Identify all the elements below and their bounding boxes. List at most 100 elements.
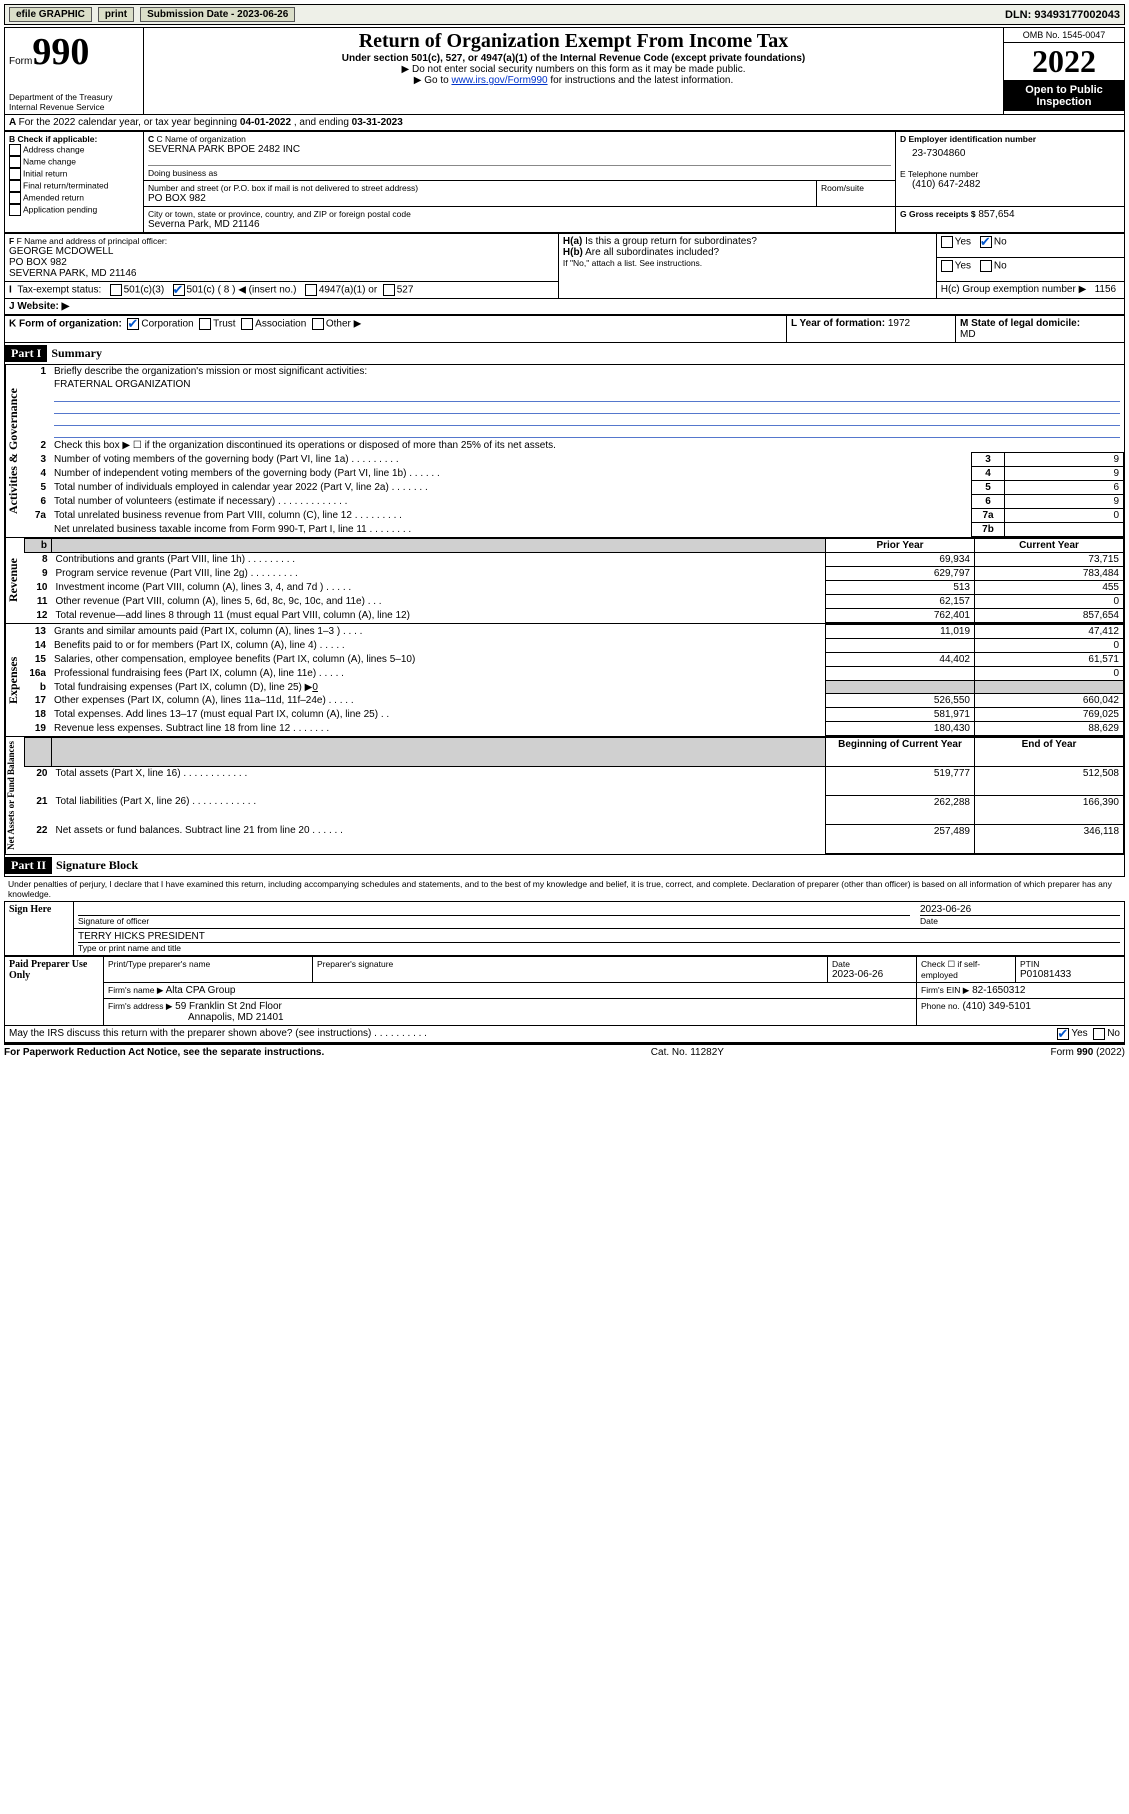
- chk-ha-no[interactable]: [980, 236, 992, 248]
- print-button[interactable]: print: [98, 7, 134, 22]
- firm-phone: (410) 349-5101: [963, 1001, 1031, 1012]
- discuss-row: May the IRS discuss this return with the…: [4, 1026, 1125, 1043]
- penalty-statement: Under penalties of perjury, I declare th…: [4, 877, 1125, 901]
- officer-name: GEORGE MCDOWELL: [9, 246, 554, 257]
- officer-block: F F Name and address of principal office…: [4, 233, 1125, 315]
- l5-val: 6: [1005, 481, 1124, 495]
- page-footer: For Paperwork Reduction Act Notice, see …: [4, 1047, 1125, 1058]
- open-inspection: Open to Public Inspection: [1004, 81, 1124, 111]
- l3-val: 9: [1005, 453, 1124, 467]
- identity-block: B Check if applicable: Address change Na…: [4, 131, 1125, 233]
- chk-address-change[interactable]: [9, 144, 21, 156]
- chk-corp[interactable]: [127, 318, 139, 330]
- box-c-label: C C Name of organization: [148, 134, 891, 144]
- form-title: Return of Organization Exempt From Incom…: [148, 30, 999, 53]
- governance-section: Activities & Governance 1Briefly describ…: [4, 365, 1125, 538]
- ptin: P01081433: [1020, 969, 1120, 980]
- form-number: 990: [32, 31, 89, 73]
- preparer-block: Paid Preparer Use Only Print/Type prepar…: [4, 956, 1125, 1026]
- ha-question: H(a) Is this a group return for subordin…: [563, 236, 932, 247]
- chk-initial-return[interactable]: [9, 168, 21, 180]
- box-b-label: B Check if applicable:: [9, 134, 139, 144]
- part-i-header: Part ISummary: [4, 343, 1125, 365]
- ein: 23-7304860: [912, 148, 1120, 159]
- chk-discuss-no[interactable]: [1093, 1028, 1105, 1040]
- chk-ha-yes[interactable]: [941, 236, 953, 248]
- firm-addr2: Annapolis, MD 21401: [188, 1012, 284, 1023]
- form-label: Form: [9, 56, 32, 67]
- chk-hb-no[interactable]: [980, 260, 992, 272]
- expenses-label: Expenses: [5, 624, 24, 736]
- submission-date: Submission Date - 2023-06-26: [140, 7, 295, 22]
- chk-other[interactable]: [312, 318, 324, 330]
- telephone: (410) 647-2482: [912, 179, 1120, 190]
- netassets-label: Net Assets or Fund Balances: [5, 737, 24, 854]
- box-f-label: F F Name and address of principal office…: [9, 236, 554, 246]
- sign-here-label: Sign Here: [5, 901, 74, 955]
- chk-final-return[interactable]: [9, 180, 21, 192]
- chk-501c3[interactable]: [110, 284, 122, 296]
- revenue-label: Revenue: [5, 538, 24, 623]
- org-name: SEVERNA PARK BPOE 2482 INC: [148, 144, 891, 155]
- addr-label: Number and street (or P.O. box if mail i…: [148, 183, 812, 193]
- instr-2: ▶ Go to www.irs.gov/Form990 for instruct…: [148, 75, 999, 86]
- dept-treasury: Department of the Treasury: [9, 92, 139, 102]
- line-j: J Website: ▶: [5, 299, 1125, 315]
- l7a-val: 0: [1005, 509, 1124, 523]
- dba-label: Doing business as: [148, 165, 891, 178]
- officer-addr1: PO BOX 982: [9, 257, 554, 268]
- l16b-val: 0: [312, 682, 318, 693]
- klm-block: K Form of organization: Corporation Trus…: [4, 315, 1125, 343]
- omb-number: OMB No. 1545-0047: [1004, 28, 1124, 43]
- box-g-label: G Gross receipts $: [900, 209, 976, 219]
- paid-preparer-label: Paid Preparer Use Only: [5, 956, 104, 1025]
- l6-val: 9: [1005, 495, 1124, 509]
- chk-assoc[interactable]: [241, 318, 253, 330]
- efile-button[interactable]: efile GRAPHIC: [9, 7, 92, 22]
- revenue-section: Revenue bPrior YearCurrent Year 8Contrib…: [4, 538, 1125, 624]
- irs-label: Internal Revenue Service: [9, 102, 139, 112]
- chk-527[interactable]: [383, 284, 395, 296]
- mission: FRATERNAL ORGANIZATION: [54, 379, 191, 390]
- governance-label: Activities & Governance: [5, 365, 24, 537]
- hb-question: H(b) Are all subordinates included?: [563, 247, 932, 258]
- line-a: A For the 2022 calendar year, or tax yea…: [4, 115, 1125, 131]
- chk-amended[interactable]: [9, 192, 21, 204]
- chk-501c[interactable]: [173, 284, 185, 296]
- year-formation: 1972: [888, 318, 910, 329]
- city-label: City or town, state or province, country…: [148, 209, 891, 219]
- gross-receipts: 857,654: [978, 209, 1014, 220]
- form-header: Form990 Department of the Treasury Inter…: [4, 27, 1125, 115]
- box-e-label: E Telephone number: [900, 169, 1120, 179]
- chk-discuss-yes[interactable]: [1057, 1028, 1069, 1040]
- hc-value: 1156: [1095, 284, 1117, 295]
- part-ii-header: Part IISignature Block: [4, 855, 1125, 877]
- h-note: If "No," attach a list. See instructions…: [563, 258, 932, 268]
- l4-val: 9: [1005, 467, 1124, 481]
- sign-block: Sign Here 2023-06-26 Signature of office…: [4, 901, 1125, 956]
- top-toolbar: efile GRAPHIC print Submission Date - 20…: [4, 4, 1125, 25]
- tax-year: 2022: [1004, 43, 1124, 81]
- firm-addr1: 59 Franklin St 2nd Floor: [175, 1001, 282, 1012]
- dln: DLN: 93493177002043: [1005, 9, 1120, 21]
- l7b-val: [1005, 523, 1124, 537]
- state-domicile: MD: [960, 329, 976, 340]
- city-state-zip: Severna Park, MD 21146: [148, 219, 891, 230]
- instr-1: ▶ Do not enter social security numbers o…: [148, 64, 999, 75]
- expenses-section: Expenses 13Grants and similar amounts pa…: [4, 624, 1125, 737]
- chk-app-pending[interactable]: [9, 204, 21, 216]
- chk-hb-yes[interactable]: [941, 260, 953, 272]
- form-subtitle: Under section 501(c), 527, or 4947(a)(1)…: [148, 53, 999, 64]
- officer-addr2: SEVERNA PARK, MD 21146: [9, 268, 554, 279]
- chk-4947[interactable]: [305, 284, 317, 296]
- netassets-section: Net Assets or Fund Balances Beginning of…: [4, 737, 1125, 855]
- instructions-link[interactable]: www.irs.gov/Form990: [451, 75, 547, 86]
- street-address: PO BOX 982: [148, 193, 812, 204]
- chk-trust[interactable]: [199, 318, 211, 330]
- sign-date: 2023-06-26: [920, 904, 1120, 916]
- chk-name-change[interactable]: [9, 156, 21, 168]
- room-suite-label: Room/suite: [817, 181, 896, 207]
- hc-label: H(c) Group exemption number ▶: [941, 284, 1087, 295]
- box-d-label: D Employer identification number: [900, 134, 1120, 144]
- firm-name: Alta CPA Group: [166, 985, 236, 996]
